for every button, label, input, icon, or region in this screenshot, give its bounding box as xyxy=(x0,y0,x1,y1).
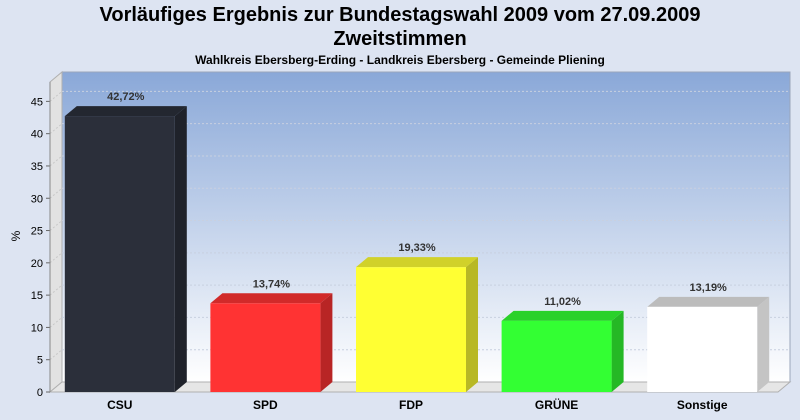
bar-spd: 13,74% xyxy=(210,278,333,392)
x-tick-label: SPD xyxy=(253,398,278,412)
chart-title-line2: Zweitstimmen xyxy=(333,28,467,50)
bar-front xyxy=(501,320,612,392)
bar-side xyxy=(757,296,770,392)
bar-side xyxy=(466,257,478,392)
bar-side xyxy=(611,310,624,392)
bar-side xyxy=(320,293,333,392)
x-tick-label: CSU xyxy=(107,398,132,412)
bar-front xyxy=(210,303,321,392)
gridline-side xyxy=(49,349,63,361)
data-label: 42,72% xyxy=(107,91,145,103)
bar-top xyxy=(64,106,187,117)
chart-subtitle: Wahlkreis Ebersberg-Erding - Landkreis E… xyxy=(195,53,605,67)
y-tick-label: 20 xyxy=(31,258,43,270)
gridline-side xyxy=(49,155,63,167)
bar-fdp: 19,33% xyxy=(356,242,478,392)
y-tick-label: 40 xyxy=(31,129,43,141)
bar-csu: 42,72% xyxy=(64,91,187,392)
y-tick-label: 15 xyxy=(31,290,43,302)
x-tick-label: Sonstige xyxy=(677,398,728,412)
gridline-side xyxy=(49,220,63,231)
data-label: 13,19% xyxy=(690,282,728,294)
data-label: 13,74% xyxy=(253,278,291,290)
gridline-side xyxy=(49,252,63,264)
bar-sonstige: 13,19% xyxy=(647,282,770,392)
y-tick-label: 25 xyxy=(31,226,43,238)
bar-side xyxy=(174,106,187,392)
y-tick-label: 0 xyxy=(37,387,43,399)
y-tick-label: 35 xyxy=(31,161,43,173)
bar-top xyxy=(647,296,770,307)
bar-grüne: 11,02% xyxy=(501,296,624,392)
side-wall xyxy=(49,70,63,394)
x-tick-label: FDP xyxy=(399,398,423,412)
y-tick-label: 5 xyxy=(37,355,43,367)
bar-top xyxy=(356,257,478,268)
gridline-side xyxy=(49,123,63,135)
gridline-side xyxy=(49,317,63,328)
bar-front xyxy=(356,267,466,392)
bar-front xyxy=(64,116,175,392)
gridline-side xyxy=(49,187,63,199)
chart-title: Vorläufiges Ergebnis zur Bundestagswahl … xyxy=(99,4,701,26)
x-axis: CSU SPD FDP GRÜNE Sonstige xyxy=(107,397,728,412)
gridline-side xyxy=(49,90,63,102)
data-label: 11,02% xyxy=(544,296,581,308)
y-tick-label: 10 xyxy=(31,322,43,334)
bars: 42,72% 13,74% 19,33% 11,02% 13,19% xyxy=(64,91,770,392)
y-tick-label: 30 xyxy=(31,193,43,205)
y-tick-label: 45 xyxy=(31,96,43,108)
bar-top xyxy=(210,293,333,304)
bar-top xyxy=(501,310,624,321)
y-axis: 0 5 10 15 20 25 30 35 40 45 xyxy=(31,82,51,399)
x-tick-label: GRÜNE xyxy=(535,397,578,412)
data-label: 19,33% xyxy=(398,242,436,254)
gridline-side xyxy=(49,284,63,296)
bar-front xyxy=(647,306,758,392)
y-axis-label: % xyxy=(9,230,23,241)
